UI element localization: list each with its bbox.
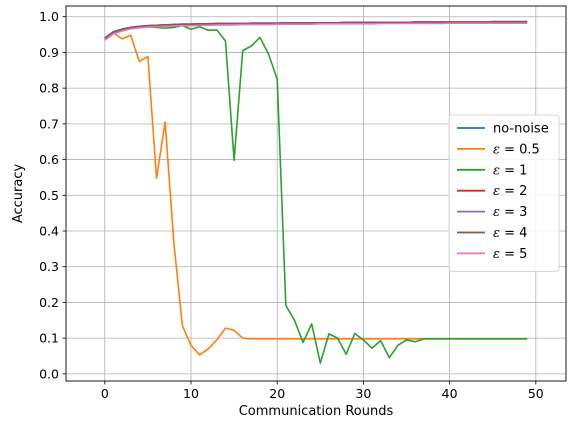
y-axis-label: Accuracy: [11, 164, 26, 224]
y-tick-label: 0.2: [39, 295, 59, 310]
x-axis-ticks: 0 10 20 30 40 50: [101, 381, 544, 401]
y-tick-label: 0.4: [39, 224, 59, 239]
y-tick-label: 0.8: [39, 81, 59, 96]
y-tick-label: 0.3: [39, 259, 59, 274]
x-tick-label: 20: [269, 386, 285, 401]
y-tick-label: 0.6: [39, 152, 59, 167]
y-tick-label: 0.5: [39, 188, 59, 203]
x-tick-label: 0: [101, 386, 109, 401]
series-lines: [104, 20, 528, 364]
legend-label: no-noise: [493, 122, 549, 137]
legend-label: ε = 2: [493, 184, 527, 199]
plot-area-frame: [65, 5, 567, 382]
legend-label: ε = 5: [493, 247, 527, 262]
legend-label: ε = 1: [493, 163, 527, 178]
y-axis-ticks: 0.0 0.1 0.2 0.3 0.4 0.5 0.6 0.7 0.8 0.9 1.0: [39, 9, 66, 381]
y-tick-label: 0.0: [39, 366, 59, 381]
series-line: [104, 20, 528, 39]
series-line: [104, 22, 528, 41]
legend-label: ε = 4: [493, 226, 527, 241]
series-line: [104, 24, 528, 364]
y-tick-label: 0.7: [39, 116, 59, 131]
x-tick-label: 50: [528, 386, 544, 401]
y-tick-label: 0.9: [39, 45, 59, 60]
x-axis-label: Communication Rounds: [239, 404, 394, 419]
legend-label: ε = 0.5: [493, 142, 540, 157]
x-tick-label: 40: [442, 386, 458, 401]
legend: no-noise ε = 0.5 ε = 1 ε = 2 ε = 3 ε = 4 ε = 5: [448, 114, 560, 272]
x-tick-label: 10: [183, 386, 199, 401]
y-tick-label: 1.0: [39, 9, 59, 24]
y-tick-label: 0.1: [39, 331, 59, 346]
x-tick-label: 30: [355, 386, 371, 401]
legend-label: ε = 3: [493, 205, 527, 220]
